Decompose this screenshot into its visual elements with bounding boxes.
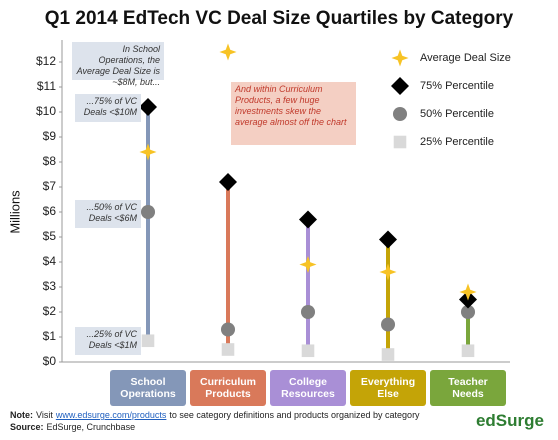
annotation: In School Operations, the Average Deal S… [72,42,164,87]
legend-label: Average Deal Size [420,52,511,64]
point [299,255,317,274]
note-text: Visit [36,410,53,420]
y-tick-label: $3 [43,279,57,293]
category-label: School Operations [110,370,186,406]
note-link[interactable]: www.edsurge.com/products [55,410,167,420]
source-label: Source: [10,422,44,432]
legend-marker [392,106,408,122]
range-line [386,239,390,355]
y-tick-label: $8 [43,154,57,168]
point [380,317,396,332]
y-tick-label: $0 [43,354,57,368]
annotation: ...50% of VC Deals <$6M [75,200,141,228]
point [300,304,316,320]
point [459,283,477,301]
y-tick-label: $12 [36,54,56,68]
y-tick-label: $9 [43,129,57,143]
y-tick-label: $11 [37,79,56,93]
point [219,43,237,61]
y-tick-label: $2 [43,304,57,318]
y-tick-label: $10 [36,104,56,118]
category-label: Everything Else [350,370,426,406]
category-label: Curriculum Products [190,370,266,406]
range-line [226,182,230,350]
point [140,204,156,220]
y-tick-label: $4 [43,254,57,268]
note-text: to see category definitions and products… [169,410,420,420]
annotation: ...25% of VC Deals <$1M [75,327,141,355]
chart-title: Q1 2014 EdTech VC Deal Size Quartiles by… [45,8,514,29]
category-label: Teacher Needs [430,370,506,406]
point [139,143,157,161]
y-tick-label: $6 [43,204,57,218]
y-tick-label: $7 [43,179,57,193]
point [299,210,317,229]
point [379,230,397,249]
legend-label: 50% Percentile [420,108,494,120]
point [381,348,395,361]
note: Note: Visit www.edsurge.com/products to see… [10,410,420,420]
logo: edSurge [475,411,544,430]
y-axis-label: Millions [7,190,22,234]
point [219,173,237,191]
legend-marker [391,49,409,67]
point [301,344,315,358]
y-tick-label: $5 [43,229,57,243]
annotation: ...75% of VC Deals <$10M [75,94,141,122]
range-line [146,107,150,341]
point [220,322,236,337]
legend-label: 25% Percentile [420,136,494,148]
point [139,98,157,116]
annotation: And within Curriculum Products, a few hu… [231,82,356,145]
point [461,344,475,358]
category-label: College Resources [270,370,346,406]
note-label: Note: [10,410,33,420]
point [221,343,235,356]
point [460,304,476,320]
legend-marker [393,135,407,149]
point [141,334,155,348]
y-tick-label: $1 [43,329,57,343]
source: Source: EdSurge, Crunchbase [10,422,135,432]
legend-label: 75% Percentile [420,80,494,92]
point [379,263,397,281]
source-text: EdSurge, Crunchbase [46,422,136,432]
range-line [466,299,470,351]
legend-marker [391,77,409,95]
range-line [306,219,310,351]
